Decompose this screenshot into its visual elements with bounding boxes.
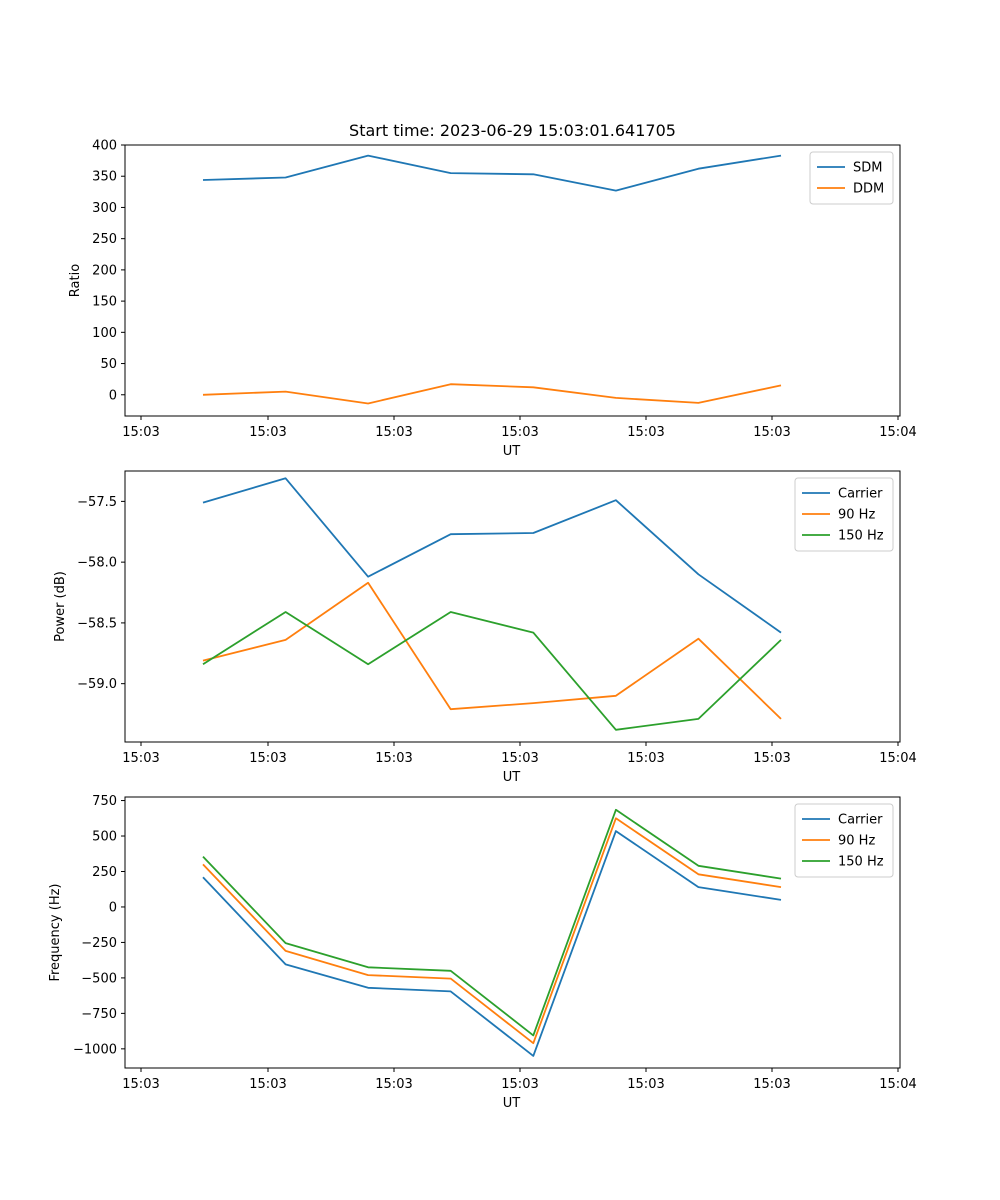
x-tick-label: 15:03 <box>375 425 412 440</box>
y-tick-label: 500 <box>92 830 117 845</box>
axes-frame <box>124 470 901 743</box>
x-tick-label: 15:03 <box>753 425 790 440</box>
legend-box <box>809 151 894 205</box>
legend-box <box>794 803 894 878</box>
legend-box <box>794 477 894 552</box>
x-axis-label: UT <box>503 444 521 459</box>
legend: Carrier 90 Hz 150 Hz <box>794 803 894 878</box>
y-tick-label: −57.5 <box>77 495 117 510</box>
x-axis-label: UT <box>503 770 521 785</box>
panel-2: −59.0 −58.5 −58.0 −57.5 15:03 15:03 15:03 15:03… <box>53 470 917 785</box>
legend-label: 150 Hz <box>838 529 884 544</box>
x-tick-label: 15:04 <box>879 1077 916 1092</box>
legend-label: DDM <box>853 182 884 197</box>
y-tick-label: 300 <box>92 201 117 216</box>
y-tick-label: 50 <box>100 357 117 372</box>
x-tick-label: 15:03 <box>249 1077 286 1092</box>
x-tick-label: 15:03 <box>627 1077 664 1092</box>
x-tick-label: 15:03 <box>627 425 664 440</box>
y-tick-label: 200 <box>92 263 117 278</box>
series-line-150-hz <box>202 808 782 1037</box>
x-tick-label: 15:03 <box>122 425 159 440</box>
y-tick-label: 0 <box>109 900 117 915</box>
x-tick-label: 15:03 <box>501 425 538 440</box>
x-tick-label: 15:03 <box>501 751 538 766</box>
x-tick-label: 15:03 <box>249 751 286 766</box>
y-tick-label: −58.0 <box>77 556 117 571</box>
axes-frame <box>124 796 901 1069</box>
legend-label: Carrier <box>838 813 883 828</box>
series-line-carrier <box>202 477 782 634</box>
x-axis-label: UT <box>503 1096 521 1111</box>
y-tick-label: 750 <box>92 794 117 809</box>
series-line-150-hz <box>202 611 782 731</box>
y-tick-label: 250 <box>92 865 117 880</box>
y-tick-label: −59.0 <box>77 677 117 692</box>
series-line-sdm <box>202 154 782 192</box>
y-tick-label: 100 <box>92 326 117 341</box>
x-tick-label: 15:03 <box>501 1077 538 1092</box>
legend: SDM DDM <box>809 151 894 205</box>
series-line-ddm <box>202 383 782 405</box>
legend-label: Carrier <box>838 487 883 502</box>
axes-frame <box>124 144 901 417</box>
y-axis-label: Frequency (Hz) <box>48 883 63 981</box>
y-tick-label: 250 <box>92 232 117 247</box>
panel-1: Start time: 2023-06-29 15:03:01.641705 0 5… <box>68 121 917 459</box>
x-tick-label: 15:04 <box>879 425 916 440</box>
y-axis-label: Ratio <box>68 264 83 297</box>
x-tick-label: 15:03 <box>375 751 412 766</box>
x-tick-label: 15:03 <box>249 425 286 440</box>
series-line-90-hz <box>202 581 782 720</box>
legend-label: 150 Hz <box>838 855 884 870</box>
y-tick-label: 400 <box>92 139 117 154</box>
chart-title: Start time: 2023-06-29 15:03:01.641705 <box>349 121 676 140</box>
y-tick-label: −750 <box>81 1007 117 1022</box>
legend-label: 90 Hz <box>838 508 875 523</box>
x-tick-label: 15:03 <box>627 751 664 766</box>
y-tick-label: −1000 <box>73 1042 117 1057</box>
x-tick-label: 15:03 <box>753 1077 790 1092</box>
x-tick-label: 15:03 <box>122 751 159 766</box>
y-tick-label: 350 <box>92 170 117 185</box>
y-tick-label: 0 <box>109 388 117 403</box>
legend-label: SDM <box>853 161 882 176</box>
series-line-90-hz <box>202 817 782 1045</box>
series-line-carrier <box>202 830 782 1057</box>
y-axis-label: Power (dB) <box>53 571 68 642</box>
x-tick-label: 15:03 <box>753 751 790 766</box>
panel-3: −1000 −750 −500 −250 0 250 500 750 15:03 15:03 15:… <box>48 794 917 1111</box>
y-tick-label: 150 <box>92 295 117 310</box>
y-tick-label: −250 <box>81 936 117 951</box>
legend: Carrier 90 Hz 150 Hz <box>794 477 894 552</box>
legend-label: 90 Hz <box>838 834 875 849</box>
y-tick-label: −500 <box>81 971 117 986</box>
y-tick-label: −58.5 <box>77 616 117 631</box>
x-tick-label: 15:04 <box>879 751 916 766</box>
x-tick-label: 15:03 <box>375 1077 412 1092</box>
x-tick-label: 15:03 <box>122 1077 159 1092</box>
